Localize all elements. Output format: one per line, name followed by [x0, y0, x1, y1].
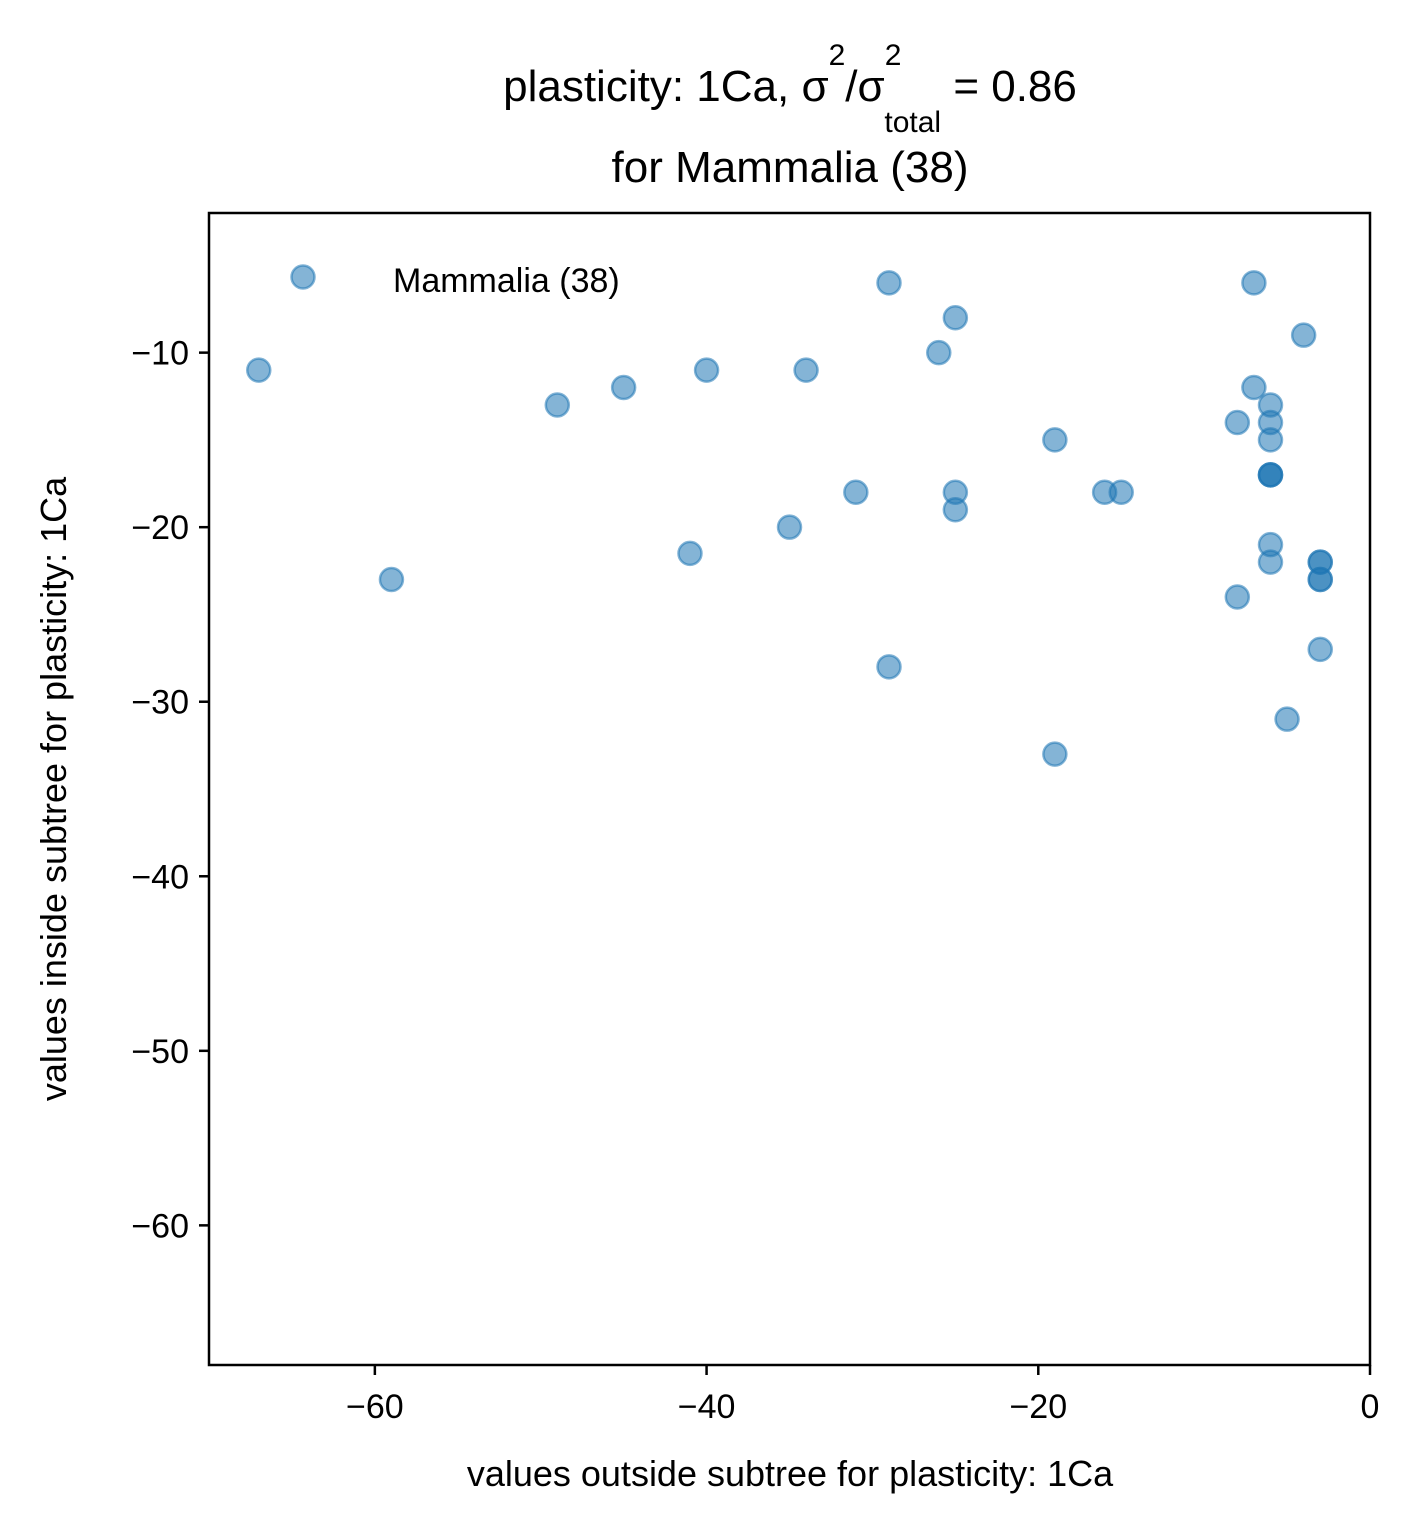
scatter-point [793, 357, 819, 383]
x-axis-label: values outside subtree for plasticity: 1… [467, 1453, 1114, 1494]
scatter-point [1241, 270, 1267, 296]
title-superscript-2: 2 [885, 39, 902, 72]
scatter-point [1274, 706, 1300, 732]
scatter-point [926, 339, 952, 366]
y-tick-label: −40 [131, 858, 189, 896]
scatter-point [843, 479, 869, 506]
chart-title-line1: plasticity: 1Ca, σ2/σ2 total = 0.86 [503, 39, 1077, 139]
scatter-point [1257, 549, 1284, 575]
scatter-point [1290, 322, 1317, 348]
data-points [246, 270, 1333, 767]
scatter-point [1241, 374, 1267, 401]
scatter-point [942, 496, 969, 523]
scatter-point [1307, 566, 1333, 593]
legend-label: Mammalia (38) [393, 262, 620, 300]
scatter-point [876, 654, 902, 680]
scatter-point [1042, 741, 1068, 767]
scatter-point [1108, 479, 1134, 506]
plot-frame [207, 211, 1372, 1367]
y-tick-label: −30 [131, 684, 189, 722]
title-slash: /σ [845, 62, 884, 111]
x-tick-label: −20 [1009, 1388, 1067, 1426]
x-tick-label: −60 [346, 1388, 404, 1426]
title-prefix: plasticity: 1Ca, σ [503, 62, 829, 111]
y-tick-label: −60 [131, 1207, 189, 1245]
scatter-point [1307, 636, 1333, 663]
legend: Mammalia (38) [290, 262, 620, 300]
scatter-point [544, 392, 571, 418]
y-tick-label: −50 [131, 1033, 189, 1071]
axis-ticks: −60 −40 −20 0 −10 −20 −30 −40 −50 −60 [131, 335, 1379, 1426]
x-tick-label: −40 [678, 1388, 736, 1426]
scatter-point [876, 270, 902, 296]
scatter-point [677, 540, 703, 567]
chart-title-line2: for Mammalia (38) [612, 143, 969, 192]
scatter-point [378, 566, 405, 593]
scatter-point [610, 374, 637, 401]
title-subscript: total [884, 106, 941, 139]
scatter-point [693, 357, 720, 383]
scatter-point [1257, 427, 1284, 453]
x-tick-label: 0 [1361, 1388, 1380, 1426]
y-axis-label: values inside subtree for plasticity: 1C… [33, 476, 74, 1101]
scatter-point [776, 514, 803, 540]
scatter-point [1042, 427, 1068, 453]
title-suffix: = 0.86 [941, 62, 1077, 111]
title-superscript-1: 2 [829, 39, 846, 72]
scatter-point [246, 357, 272, 383]
scatter-point [1257, 462, 1284, 488]
y-tick-label: −10 [131, 335, 189, 373]
legend-marker [290, 264, 316, 290]
y-tick-label: −20 [131, 509, 189, 547]
scatter-point [1224, 584, 1251, 610]
scatter-point [1224, 409, 1251, 436]
scatter-point [942, 304, 969, 331]
